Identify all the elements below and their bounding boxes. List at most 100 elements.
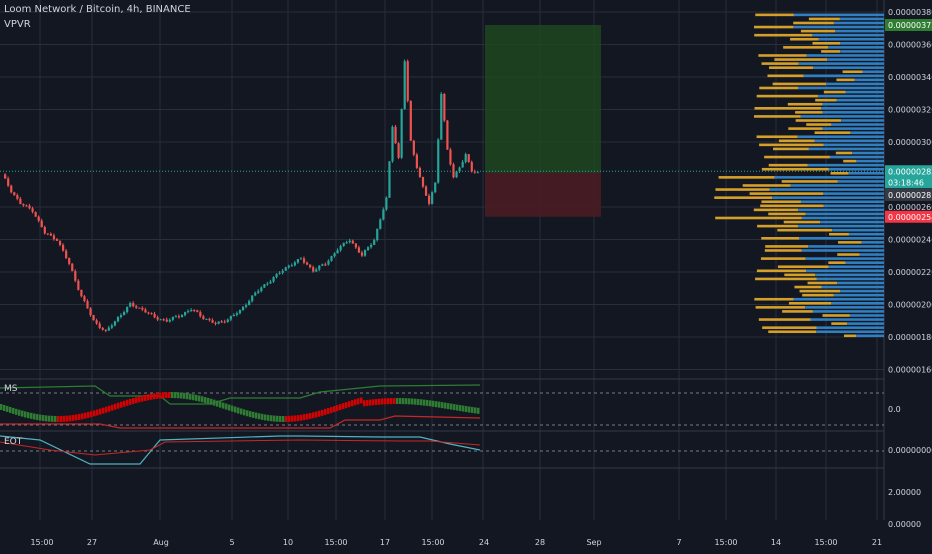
candle-body (443, 93, 446, 121)
eot-tick-label: 2.00000 (888, 488, 921, 497)
candle-body (260, 287, 263, 292)
ms-bar (315, 411, 318, 418)
profile-bar-gold (842, 70, 863, 74)
ms-bar (300, 414, 303, 421)
candle-body (391, 126, 394, 162)
ms-bar (93, 410, 96, 417)
ms-bar (237, 407, 240, 414)
candle-body (235, 313, 239, 315)
profile-bar-gold (802, 293, 834, 297)
profile-bar-gold (718, 176, 775, 179)
ms-bar (114, 403, 117, 410)
ms-bar (57, 415, 60, 422)
profile-bar-blue (821, 285, 884, 289)
profile-bar-gold (777, 228, 833, 232)
ms-bar (147, 394, 150, 401)
ms-bar (84, 412, 87, 419)
ms-bar (171, 392, 174, 399)
candle-body (123, 312, 126, 316)
candle-body (428, 195, 431, 204)
ms-bar (108, 405, 111, 412)
ms-bar (90, 411, 93, 418)
ms-bar (111, 404, 114, 411)
y-tick-label: 0.00000340 (888, 73, 932, 82)
candle-body (266, 283, 269, 285)
ms-bar (462, 405, 465, 412)
eot-slow-line (0, 439, 481, 456)
profile-bar-gold (715, 188, 770, 191)
y-tick-label: 0.00000300 (888, 138, 932, 147)
ms-bar (345, 402, 348, 409)
profile-bar-gold (773, 147, 809, 151)
candle-body (370, 244, 373, 248)
vpvr-label: VPVR (4, 19, 31, 30)
profile-bar-gold (790, 37, 819, 41)
chart-title: Loom Network / Bitcoin, 4h, BINANCE (4, 4, 191, 15)
candle-body (367, 247, 370, 251)
ms-bar (54, 415, 57, 422)
candle-body (95, 320, 98, 324)
candle-body (13, 192, 16, 196)
profile-bar-blue (848, 232, 884, 236)
x-tick-label: 17 (380, 538, 390, 547)
ms-bar (312, 412, 315, 419)
candle-body (357, 247, 361, 253)
candle-body (217, 321, 220, 324)
ms-bar (72, 414, 75, 421)
candle-body (278, 272, 281, 274)
profile-bar-blue (850, 131, 884, 134)
ms-bar (381, 398, 384, 405)
ms-bar (48, 415, 51, 422)
ms-bar (12, 407, 15, 414)
ms-bar (63, 415, 66, 422)
profile-bar-gold (831, 322, 848, 325)
ms-bar (405, 398, 408, 405)
ms-bar (408, 398, 411, 405)
candle-body (284, 267, 287, 271)
x-tick-label: 14 (771, 538, 781, 547)
candle-body (318, 265, 321, 270)
profile-bar-gold (759, 143, 824, 147)
candle-body (211, 320, 214, 323)
ms-bar (195, 394, 198, 401)
profile-bar-gold (753, 208, 799, 212)
profile-bar-blue (845, 90, 884, 94)
y-tick-label: 0.00000220 (888, 268, 932, 277)
profile-bar-gold (755, 277, 817, 281)
ms-bar (51, 415, 54, 422)
profile-bar-blue (822, 127, 884, 130)
profile-bar-gold (795, 119, 842, 122)
candle-body (68, 258, 71, 264)
candle-body (339, 246, 342, 251)
candle-body (293, 262, 296, 266)
ms-bar (393, 398, 396, 405)
profile-bar-blue (793, 25, 884, 29)
ms-bar (153, 393, 156, 400)
candle-body (336, 250, 339, 254)
candle-body (330, 256, 333, 261)
ms-bar (276, 415, 279, 422)
profile-bar-gold (758, 318, 811, 321)
candle-body (431, 192, 434, 204)
ms-bar (285, 415, 288, 422)
y-tick-label: 0.00000360 (888, 41, 932, 50)
ms-bar (225, 403, 228, 410)
ms-bar (222, 402, 225, 409)
eot-label: EOT (4, 437, 23, 447)
profile-bar-blue (839, 17, 884, 21)
candle-body (269, 281, 272, 284)
ms-bar (243, 409, 246, 416)
ms-bar (318, 410, 321, 417)
profile-bar-gold (754, 25, 794, 29)
profile-bar-gold (838, 241, 862, 244)
candle-body (177, 316, 181, 318)
ms-bar (417, 399, 420, 406)
profile-bar-blue (835, 29, 884, 33)
profile-bar-gold (788, 302, 832, 305)
price-label-profile_poc: 0.00000281 (888, 191, 932, 200)
candle-body (257, 291, 260, 293)
eot-tick-label: 0.00000 (888, 520, 921, 529)
candle-body (25, 205, 28, 207)
candle-body (449, 149, 452, 165)
